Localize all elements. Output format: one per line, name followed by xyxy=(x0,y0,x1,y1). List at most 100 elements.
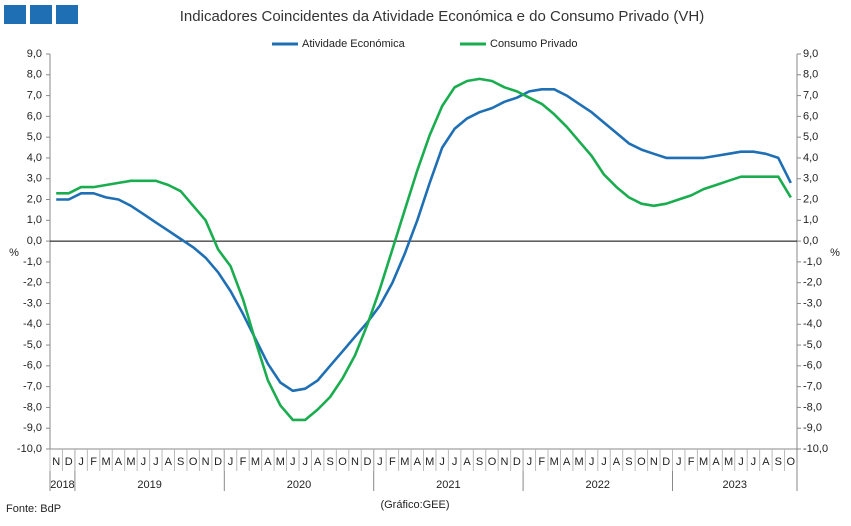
y2-tick-label: 4,0 xyxy=(803,152,818,164)
x-tick-label: A xyxy=(314,456,322,468)
x-tick-label: A xyxy=(613,456,621,468)
year-label: 2021 xyxy=(436,479,460,491)
x-tick-label: M xyxy=(276,456,285,468)
x-tick-label: A xyxy=(264,456,272,468)
x-tick-label: J xyxy=(601,456,607,468)
x-tick-label: M xyxy=(550,456,559,468)
series-line xyxy=(56,88,792,393)
y-tick-label: -4,0 xyxy=(23,318,42,330)
x-tick-label: N xyxy=(351,456,359,468)
y-tick-label: 8,0 xyxy=(27,69,42,81)
credit: (Gráfico:GEE) xyxy=(380,499,449,511)
y2-tick-label: -10,0 xyxy=(803,443,828,455)
x-tick-label: D xyxy=(513,456,521,468)
y-tick-label: -8,0 xyxy=(23,401,42,413)
x-tick-label: A xyxy=(563,456,571,468)
x-tick-label: F xyxy=(240,456,247,468)
y2-tick-label: 8,0 xyxy=(803,69,818,81)
x-tick-label: A xyxy=(712,456,720,468)
x-tick-label: A xyxy=(414,456,422,468)
y2-tick-label: 1,0 xyxy=(803,214,818,226)
chart-title: Indicadores Coincidentes da Atividade Ec… xyxy=(180,8,704,25)
x-tick-label: F xyxy=(389,456,396,468)
x-tick-label: M xyxy=(126,456,135,468)
x-tick-label: D xyxy=(662,456,670,468)
legend-label: Consumo Privado xyxy=(490,38,577,50)
logo-block xyxy=(30,5,52,24)
y-tick-label: 7,0 xyxy=(27,89,42,101)
y2-tick-label: 5,0 xyxy=(803,131,818,143)
x-tick-label: J xyxy=(78,456,84,468)
x-tick-label: S xyxy=(476,456,483,468)
y2-tick-label: -7,0 xyxy=(803,381,822,393)
x-tick-label: J xyxy=(527,456,533,468)
x-tick-label: J xyxy=(676,456,682,468)
x-tick-label: M xyxy=(699,456,708,468)
x-tick-label: O xyxy=(637,456,646,468)
y-tick-label: 9,0 xyxy=(27,48,42,60)
x-tick-label: S xyxy=(625,456,632,468)
year-label: 2023 xyxy=(723,479,747,491)
y2-tick-label: -5,0 xyxy=(803,339,822,351)
y2-tick-label: -8,0 xyxy=(803,401,822,413)
x-tick-label: J xyxy=(452,456,458,468)
y-tick-label: -5,0 xyxy=(23,339,42,351)
x-tick-label: O xyxy=(189,456,198,468)
x-tick-label: N xyxy=(500,456,508,468)
y2-axis-label: % xyxy=(830,247,840,259)
year-label: 2019 xyxy=(137,479,161,491)
y-tick-label: 6,0 xyxy=(27,110,42,122)
y-tick-label: -7,0 xyxy=(23,381,42,393)
x-tick-label: A xyxy=(165,456,173,468)
y2-tick-label: -6,0 xyxy=(803,360,822,372)
y-axis-label: % xyxy=(9,247,19,259)
x-tick-label: N xyxy=(650,456,658,468)
y2-tick-label: 7,0 xyxy=(803,89,818,101)
y-tick-label: 4,0 xyxy=(27,152,42,164)
x-tick-label: A xyxy=(115,456,123,468)
x-tick-label: M xyxy=(724,456,733,468)
x-tick-label: F xyxy=(90,456,97,468)
y-tick-label: -6,0 xyxy=(23,360,42,372)
y2-tick-label: 9,0 xyxy=(803,48,818,60)
x-tick-label: D xyxy=(214,456,222,468)
y2-tick-label: 0,0 xyxy=(803,235,818,247)
y-tick-label: -10,0 xyxy=(17,443,42,455)
x-tick-label: J xyxy=(302,456,308,468)
y-tick-label: 2,0 xyxy=(27,193,42,205)
year-label: 2018 xyxy=(50,479,74,491)
y2-tick-label: -9,0 xyxy=(803,422,822,434)
legend-label: Atividade Económica xyxy=(302,38,406,50)
y-tick-label: -2,0 xyxy=(23,277,42,289)
x-tick-label: S xyxy=(177,456,184,468)
y2-tick-label: -2,0 xyxy=(803,277,822,289)
x-tick-label: J xyxy=(738,456,744,468)
logo-block xyxy=(56,5,78,24)
series-line xyxy=(56,77,792,422)
x-tick-label: J xyxy=(589,456,595,468)
x-tick-label: S xyxy=(775,456,782,468)
y-tick-label: -9,0 xyxy=(23,422,42,434)
x-tick-label: S xyxy=(326,456,333,468)
x-tick-label: J xyxy=(153,456,159,468)
y2-tick-label: -4,0 xyxy=(803,318,822,330)
y2-tick-label: 6,0 xyxy=(803,110,818,122)
y-tick-label: -1,0 xyxy=(23,256,42,268)
y-tick-label: 3,0 xyxy=(27,173,42,185)
x-tick-label: J xyxy=(439,456,445,468)
x-tick-label: J xyxy=(377,456,383,468)
x-tick-label: J xyxy=(141,456,147,468)
x-tick-label: M xyxy=(101,456,110,468)
x-tick-label: M xyxy=(575,456,584,468)
x-tick-label: N xyxy=(202,456,210,468)
y2-tick-label: 2,0 xyxy=(803,193,818,205)
y-tick-label: 0,0 xyxy=(27,235,42,247)
x-tick-label: M xyxy=(251,456,260,468)
y2-tick-label: -3,0 xyxy=(803,297,822,309)
x-tick-label: O xyxy=(786,456,795,468)
x-tick-label: J xyxy=(228,456,234,468)
y-tick-label: -3,0 xyxy=(23,297,42,309)
x-tick-label: J xyxy=(751,456,757,468)
x-tick-label: A xyxy=(463,456,471,468)
